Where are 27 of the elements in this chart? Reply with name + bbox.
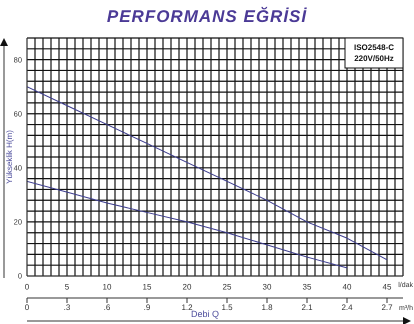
x-tick-label: 15 xyxy=(142,282,152,292)
x-tick-label: 45 xyxy=(382,282,392,292)
x-tick-label: 5 xyxy=(64,282,70,292)
chart-title: PERFORMANS EĞRİSİ xyxy=(106,6,308,26)
x2-tick-label: 0 xyxy=(24,303,30,312)
x-tick-label: 40 xyxy=(342,282,352,292)
x2-tick-label: .9 xyxy=(144,303,151,312)
x2-tick-label: 1.2 xyxy=(181,303,194,312)
line-series xyxy=(27,180,348,268)
text: Debi Q xyxy=(190,309,220,319)
x-tick-label: 10 xyxy=(102,282,112,292)
annotation: 220V/50Hz xyxy=(354,54,394,63)
y-axis-title: Yükseklik H(m) xyxy=(4,130,14,184)
x2-tick-label: .6 xyxy=(104,303,111,312)
x2-tick-label: 2.7 xyxy=(381,303,394,312)
x-tick-label: 20 xyxy=(182,282,192,292)
x2-tick-label: 2.1 xyxy=(301,303,314,312)
x-tick-label: 35 xyxy=(302,282,312,292)
x2-tick-label: .3 xyxy=(64,303,71,312)
x2-tick-label: 2.4 xyxy=(341,303,354,312)
x2-tick-label: 1.5 xyxy=(221,303,234,312)
x-tick-label: 30 xyxy=(262,282,272,292)
line-series xyxy=(27,86,388,260)
x2-tick-label: 1.8 xyxy=(261,303,274,312)
x-tick-label: 0 xyxy=(24,282,30,292)
x-tick-label: 25 xyxy=(222,282,232,292)
annotation: ISO2548-C xyxy=(354,43,394,52)
